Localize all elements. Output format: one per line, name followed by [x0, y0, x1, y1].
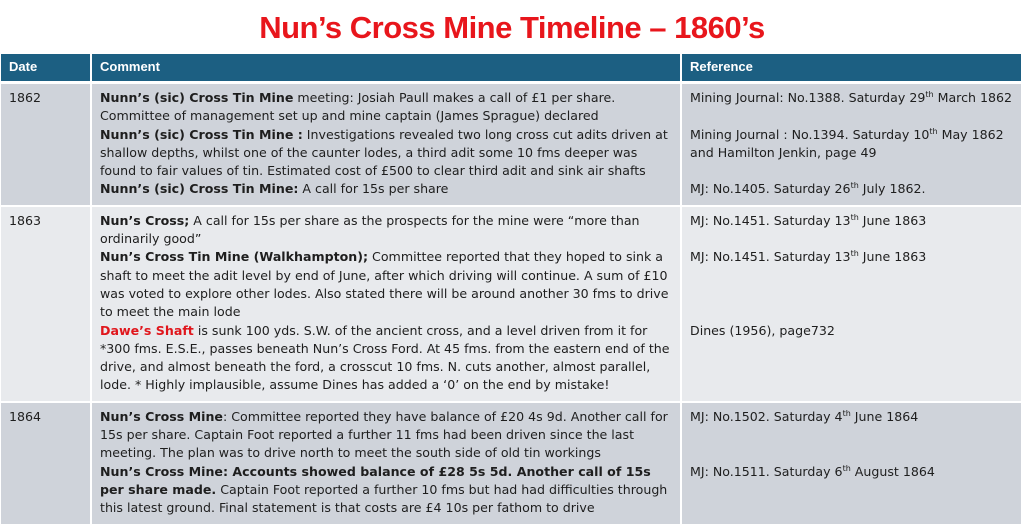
table-row-1862: 1862 Nunn’s (sic) Cross Tin Mine meeting…: [1, 82, 1021, 207]
table-header-row: Date Comment Reference: [1, 54, 1021, 84]
reference-entry: Mining Journal : No.1394. Saturday 10th …: [690, 126, 1004, 160]
comment-entry: Nunn’s (sic) Cross Tin Mine meeting: Jos…: [100, 90, 616, 124]
date-cell: 1862: [1, 82, 92, 207]
comment-entry: Nun’s Cross Tin Mine (Walkhampton); Comm…: [100, 249, 669, 320]
reference-entry: MJ: No.1511. Saturday 6th August 1864: [690, 463, 935, 479]
page-title: Nun’s Cross Mine Timeline – 1860’s: [259, 10, 765, 45]
timeline-table: Date Comment Reference 1862 Nunn’s (sic)…: [1, 54, 1021, 526]
reference-entry: MJ: No.1451. Saturday 13th June 1863: [690, 212, 927, 228]
comment-cell: Nun’s Cross; A call for 15s per share as…: [91, 205, 682, 403]
comment-entry: Dawe’s Shaft is sunk 100 yds. S.W. of th…: [100, 322, 670, 393]
reference-cell: MJ: No.1502. Saturday 4th June 1864 MJ: …: [681, 401, 1021, 526]
table-row-1863: 1863 Nun’s Cross; A call for 15s per sha…: [1, 205, 1021, 403]
reference-entry: Dines (1956), page732: [690, 322, 835, 338]
reference-entry: MJ: No.1451. Saturday 13th June 1863: [690, 249, 927, 265]
reference-entry: MJ: No.1502. Saturday 4th June 1864: [690, 408, 919, 424]
comment-entry: Nun’s Cross Mine: Committee reported the…: [100, 408, 668, 461]
reference-cell: Mining Journal: No.1388. Saturday 29th M…: [681, 82, 1021, 207]
date-cell: 1863: [1, 205, 92, 403]
comment-entry: Nun’s Cross Mine: Accounts showed balanc…: [100, 463, 668, 516]
comment-entry: Nunn’s (sic) Cross Tin Mine : Investigat…: [100, 126, 668, 179]
date-cell: 1864: [1, 401, 92, 526]
header-comment: Comment: [91, 54, 682, 84]
dawes-shaft-highlight: Dawe’s Shaft: [100, 322, 194, 338]
reference-entry: Mining Journal: No.1388. Saturday 29th M…: [690, 90, 1013, 105]
comment-cell: Nunn’s (sic) Cross Tin Mine meeting: Jos…: [91, 82, 682, 207]
reference-entry: MJ: No.1405. Saturday 26th July 1862.: [690, 181, 926, 197]
table-row-1864: 1864 Nun’s Cross Mine: Committee reporte…: [1, 401, 1021, 526]
comment-cell: Nun’s Cross Mine: Committee reported the…: [91, 401, 682, 526]
comment-entry: Nunn’s (sic) Cross Tin Mine: A call for …: [100, 181, 449, 197]
comment-entry: Nun’s Cross; A call for 15s per share as…: [100, 212, 640, 247]
reference-cell: MJ: No.1451. Saturday 13th June 1863 MJ:…: [681, 205, 1021, 403]
header-reference: Reference: [681, 54, 1021, 84]
header-date: Date: [1, 54, 92, 84]
